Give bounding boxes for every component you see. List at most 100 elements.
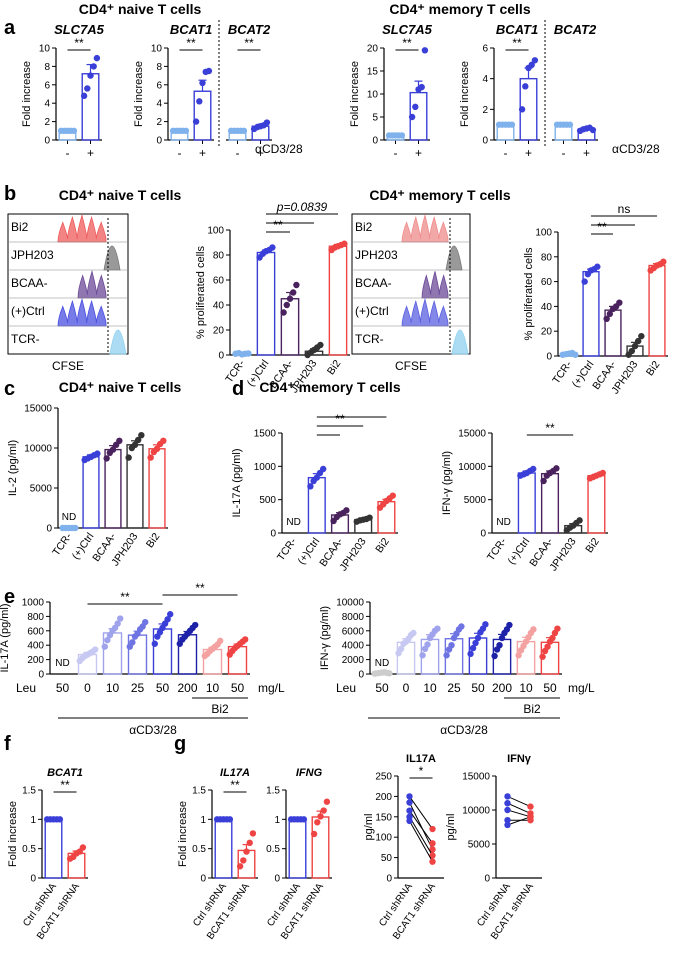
sig-label-b2: ns xyxy=(618,202,631,216)
y-axis-label-a2: Fold increase xyxy=(133,61,145,127)
data-point-a2 xyxy=(199,79,206,87)
acd328-label-naive-a: αCD3/28 xyxy=(255,142,303,156)
data-point-a5 xyxy=(531,57,539,64)
data-point-b1 xyxy=(293,281,300,289)
data-point-c xyxy=(72,524,79,532)
histogram-row-label-h2-4: TCR- xyxy=(355,332,384,346)
y-tick-label-d1: 1500 xyxy=(254,429,277,440)
y-tick-label-d1: 0 xyxy=(270,529,276,540)
data-point-g3 xyxy=(406,817,413,825)
sig-label-b1: p=0.0839 xyxy=(276,200,328,214)
data-point-e2 xyxy=(458,623,465,630)
y-tick-label-d1: 1000 xyxy=(254,462,277,473)
y-tick-label-e2: 4000 xyxy=(342,641,365,652)
histogram-peak-h1-4 xyxy=(109,329,127,355)
data-point-a2 xyxy=(205,67,213,75)
panel-letter-d: d xyxy=(232,378,244,400)
sig-label-b2: ** xyxy=(597,220,607,234)
data-point-g1 xyxy=(246,839,253,846)
data-point-e2 xyxy=(506,621,513,629)
data-point-e1 xyxy=(101,643,108,650)
leu-label-e2: Leu xyxy=(336,681,356,695)
data-point-a6 xyxy=(566,121,574,128)
data-point-e2 xyxy=(482,621,489,628)
histogram-xlabel-h1: CFSE xyxy=(52,359,84,373)
data-point-b2 xyxy=(631,342,639,350)
y-axis-label-g3: pg/ml xyxy=(363,814,375,841)
y-tick-label-a4: 20 xyxy=(367,44,379,55)
y-tick-label-a2: 4 xyxy=(156,99,162,110)
y-tick-label-f: 1 xyxy=(30,815,36,826)
x-tick-label-a1: + xyxy=(87,146,94,160)
sig-label-a4: ** xyxy=(402,36,412,50)
data-point-a4 xyxy=(408,113,416,121)
acd-label-e1: αCD3/28 xyxy=(129,723,177,737)
x-tick-label-e2: 50 xyxy=(471,681,485,695)
data-point-a2 xyxy=(192,118,200,125)
bi2-label-e1: Bi2 xyxy=(211,702,229,716)
y-tick-label-a5: 0 xyxy=(482,136,488,147)
data-point-g2 xyxy=(323,798,331,805)
x-tick-label-e1: 50 xyxy=(231,681,245,695)
x-tick-label-a6: - xyxy=(562,146,566,160)
bar-g2-0 xyxy=(288,818,307,879)
data-point-e2 xyxy=(515,652,522,659)
panel-letter-a: a xyxy=(4,17,16,39)
data-point-f xyxy=(79,844,87,851)
chart-title-g3: IL17A xyxy=(406,753,436,765)
y-tick-label-g4: 15000 xyxy=(462,772,490,783)
data-point-g4 xyxy=(504,793,511,800)
x-tick-label-d1: Bi2 xyxy=(373,536,392,555)
data-point-e2 xyxy=(539,653,546,660)
data-point-a3 xyxy=(240,127,248,134)
x-tick-label-e2: 50 xyxy=(543,681,557,695)
data-point-b2 xyxy=(638,332,645,340)
bar-b1-2 xyxy=(280,298,300,356)
data-point-c xyxy=(116,437,123,444)
y-tick-label-a2: 2 xyxy=(156,117,162,128)
histogram-row-label-h2-1: JPH203 xyxy=(355,248,398,262)
y-tick-label-a5: 2 xyxy=(482,105,488,116)
bi2-label-e2: Bi2 xyxy=(523,702,541,716)
mgl-label-e1: mg/L xyxy=(258,681,285,695)
data-point-g1 xyxy=(240,857,247,864)
x-tick-label-e1: 200 xyxy=(177,681,197,695)
bar-g1-0 xyxy=(214,818,233,879)
y-tick-label-a2: 0 xyxy=(156,136,162,147)
data-point-d1 xyxy=(320,465,327,473)
y-tick-label-g1: 1 xyxy=(200,815,206,826)
data-point-e1 xyxy=(92,646,99,653)
data-point-a4 xyxy=(418,83,425,91)
y-tick-label-e2: 10000 xyxy=(336,598,364,609)
data-point-e1 xyxy=(117,615,124,622)
x-tick-label-a5: - xyxy=(504,146,508,160)
y-tick-label-a4: 0 xyxy=(372,136,378,147)
data-point-g3 xyxy=(429,858,436,865)
histogram-peak-h2-3 xyxy=(401,297,449,327)
y-tick-label-a5: 6 xyxy=(482,44,488,55)
histogram-row-label-h1-3: (+)Ctrl xyxy=(11,304,45,318)
leu-label-e1: Leu xyxy=(16,681,36,695)
data-point-e2 xyxy=(549,634,556,642)
mgl-label-e2: mg/L xyxy=(568,681,595,695)
y-tick-label-g4: 5000 xyxy=(468,840,491,851)
data-point-d2 xyxy=(599,469,606,477)
data-point-e1 xyxy=(142,618,149,626)
data-point-d2 xyxy=(530,465,537,473)
y-tick-label-c: 10000 xyxy=(24,444,52,455)
chart-e2: 0 2000 4000 6000 8000 10000 IFN-γ (pg/ml) 50 0 10… xyxy=(319,598,562,695)
data-point-e2 xyxy=(434,625,441,632)
data-point-a1 xyxy=(84,85,91,92)
bar-d2-1 xyxy=(517,472,536,534)
data-point-a4 xyxy=(398,132,406,139)
x-tick-label-a4: + xyxy=(415,146,422,160)
bar-g2-1 xyxy=(311,816,330,879)
y-tick-label-g1: 0.5 xyxy=(192,844,206,855)
y-tick-label-a5: 4 xyxy=(482,74,488,85)
data-point-e2 xyxy=(554,625,561,632)
y-tick-label-e1: 0 xyxy=(38,670,44,681)
